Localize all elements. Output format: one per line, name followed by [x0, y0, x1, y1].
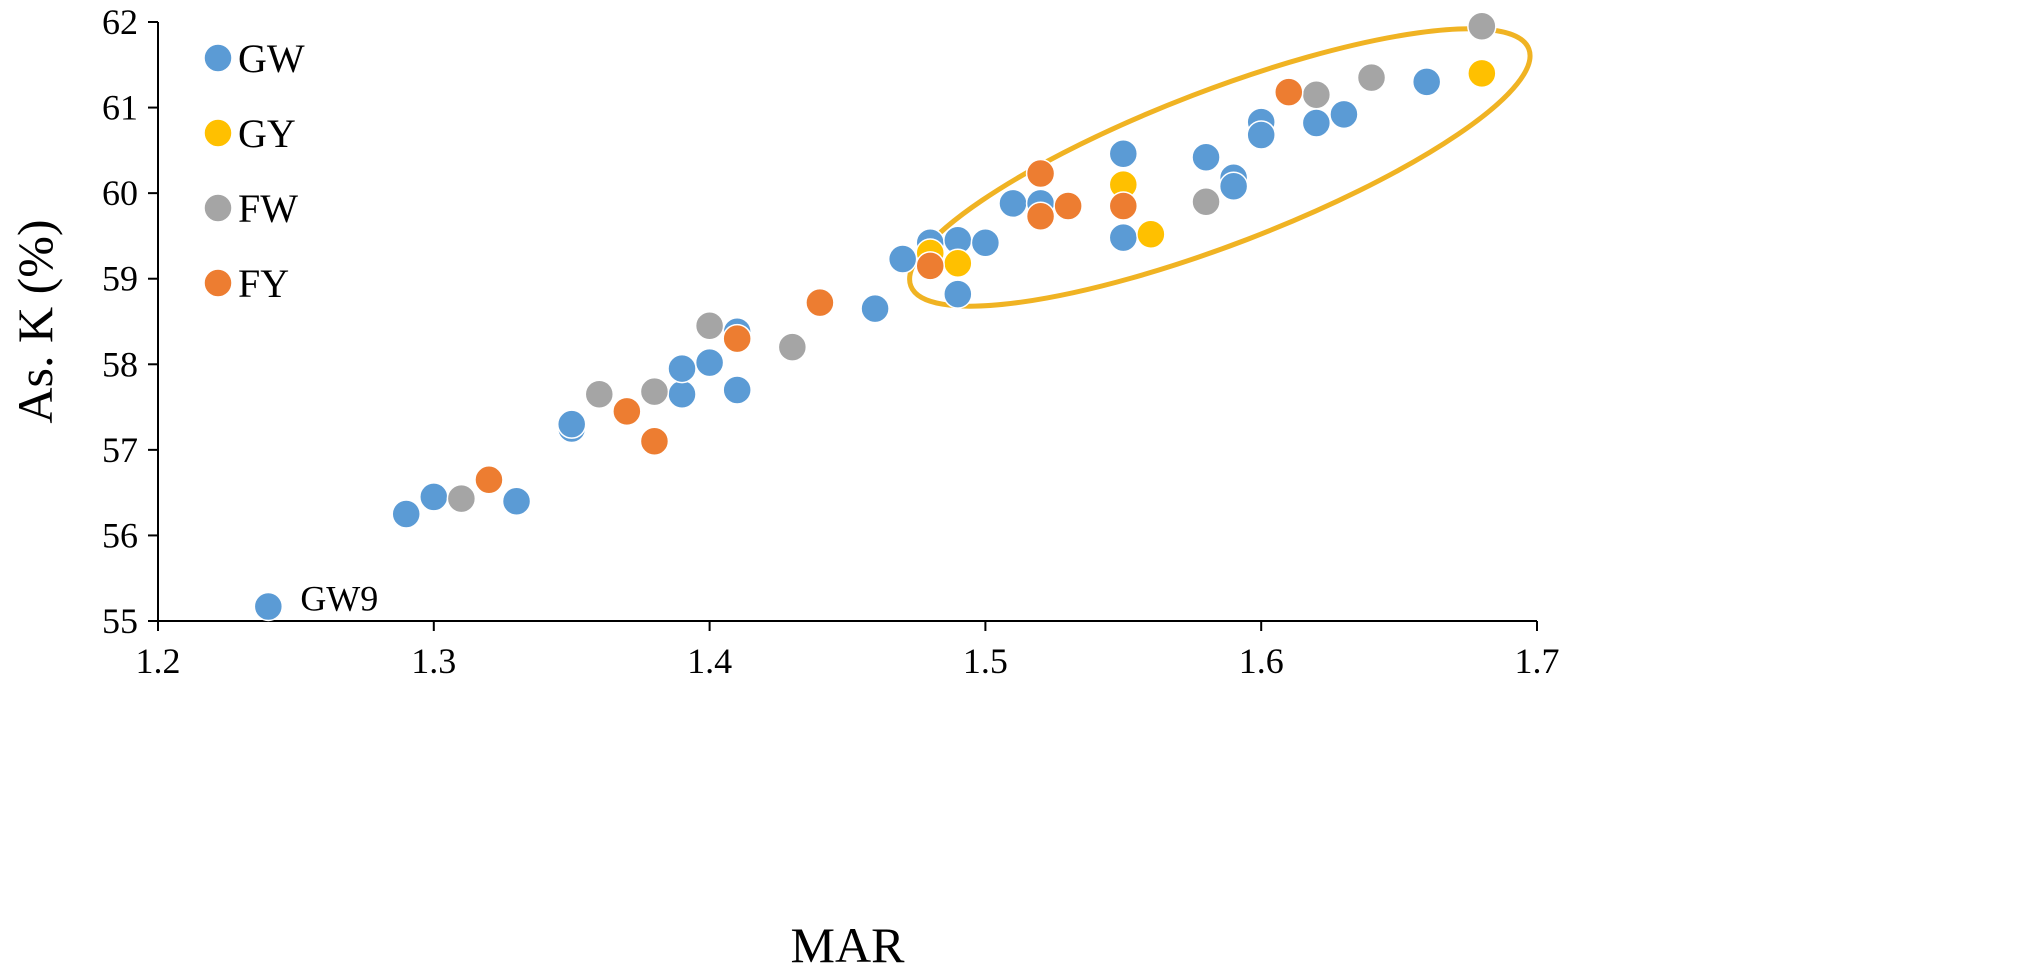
point-gw	[501, 486, 532, 516]
axes: 1.2 1.3 1.4 1.5 1.6 1.7 55 56 57 58 59 60 61 62	[102, 2, 1560, 681]
point-fy	[722, 323, 752, 354]
point-gw	[1301, 108, 1332, 138]
point-gw	[1329, 99, 1359, 130]
legend-marker-gy	[203, 118, 233, 148]
y-tick-label: 57	[102, 430, 138, 470]
point-fw	[694, 311, 725, 341]
y-tick-label: 61	[102, 88, 138, 128]
y-tick-label: 58	[102, 344, 138, 384]
point-gw	[722, 375, 752, 405]
point-fy	[474, 465, 504, 495]
highlight-ellipse	[907, 26, 1533, 309]
legend-marker-fw	[203, 193, 233, 223]
x-axis-title: MAR	[791, 917, 906, 973]
legend: GW GY FW FY	[203, 36, 305, 306]
point-fw	[584, 379, 615, 409]
x-tick-label: 1.2	[136, 641, 181, 681]
legend-label-gy: GY	[238, 111, 296, 156]
point-gw	[391, 499, 421, 529]
x-tick-label: 1.7	[1515, 641, 1560, 681]
legend-label-fy: FY	[238, 261, 289, 306]
point-fy	[805, 287, 835, 318]
point-fy	[1025, 201, 1056, 231]
point-fy	[612, 396, 642, 427]
point-gy	[1467, 58, 1497, 89]
point-gw	[253, 591, 284, 622]
point-gw	[998, 188, 1028, 219]
point-gw	[694, 347, 725, 378]
point-gy	[1136, 219, 1166, 249]
point-gw	[1191, 142, 1221, 172]
point-fw	[639, 376, 670, 407]
point-fy	[639, 426, 670, 457]
data-points	[253, 11, 1497, 622]
point-gw	[1246, 120, 1276, 150]
point-gy	[943, 248, 973, 279]
point-gw	[1218, 171, 1249, 202]
point-fw	[1467, 11, 1497, 42]
x-tick-label: 1.4	[687, 641, 732, 681]
point-fw	[1356, 62, 1387, 93]
point-fw	[777, 332, 808, 362]
highlight-ellipse-layer	[907, 26, 1533, 309]
point-gw	[1108, 222, 1139, 253]
point-fy	[1108, 191, 1139, 221]
y-tick-label: 55	[102, 601, 138, 641]
x-tick-label: 1.6	[1239, 641, 1284, 681]
legend-label-fw: FW	[238, 186, 298, 231]
point-fy	[1053, 191, 1083, 221]
legend-marker-fy	[203, 268, 233, 298]
point-fw	[1191, 186, 1221, 217]
point-fw	[1301, 79, 1332, 110]
y-tick-label: 56	[102, 515, 138, 555]
point-gw	[667, 379, 697, 409]
point-gw	[419, 482, 449, 512]
point-gw	[860, 293, 890, 324]
legend-label-gw: GW	[238, 36, 305, 81]
point-fy	[915, 251, 945, 281]
point-gw	[887, 244, 918, 274]
y-tick-label: 62	[102, 2, 138, 42]
annotations: GW9	[300, 578, 378, 618]
point-fy	[1025, 158, 1056, 189]
point-gw	[667, 353, 697, 384]
point-gw	[943, 279, 973, 309]
y-tick-label: 59	[102, 259, 138, 299]
annotation-label: GW9	[300, 578, 378, 618]
point-fy	[1274, 77, 1304, 107]
point-gw	[970, 228, 1001, 258]
point-gw	[1108, 139, 1139, 169]
y-tick-label: 60	[102, 173, 138, 213]
point-fw	[446, 483, 477, 514]
x-tick-label: 1.3	[411, 641, 456, 681]
x-tick-label: 1.5	[963, 641, 1008, 681]
point-gw	[556, 409, 587, 439]
point-gw	[1411, 67, 1442, 97]
y-axis-title: As. K (%)	[7, 219, 63, 423]
legend-marker-gw	[203, 43, 233, 73]
